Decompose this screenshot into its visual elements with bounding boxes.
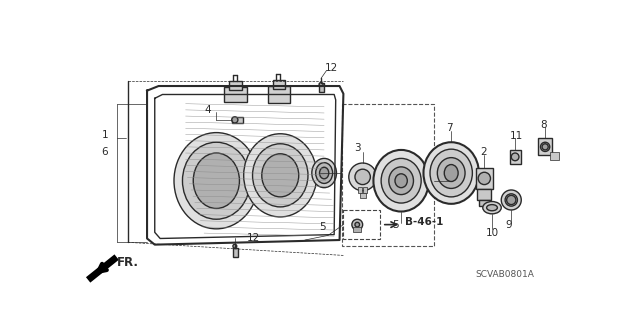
Text: 3: 3 [354,143,361,153]
Bar [353,227,361,232]
Bar [342,104,435,246]
Bar [476,168,493,189]
Ellipse shape [182,142,250,219]
Text: 1: 1 [102,130,108,139]
Text: 6: 6 [102,147,108,157]
Bar [232,117,243,123]
Circle shape [233,244,237,248]
Ellipse shape [312,159,337,188]
Ellipse shape [381,159,421,203]
Circle shape [352,219,363,230]
Text: 8: 8 [541,120,547,130]
Ellipse shape [253,144,308,207]
Bar [360,193,365,198]
Circle shape [511,153,519,161]
Ellipse shape [541,142,550,152]
Bar [273,80,285,89]
Circle shape [232,117,238,123]
Text: 12: 12 [247,234,260,243]
Text: 2: 2 [481,147,487,157]
Bar [319,83,324,92]
Bar [344,210,380,239]
Text: 10: 10 [486,228,499,238]
Ellipse shape [319,167,329,179]
Text: SCVAB0801A: SCVAB0801A [476,270,534,278]
Text: B-46-1: B-46-1 [405,217,444,226]
Ellipse shape [389,167,413,195]
Bar [230,81,242,90]
Text: FR.: FR. [117,256,139,269]
Text: 7: 7 [446,122,452,133]
Ellipse shape [437,158,465,189]
Ellipse shape [505,194,517,206]
Ellipse shape [262,154,299,197]
Circle shape [355,169,371,185]
Ellipse shape [244,134,317,217]
Ellipse shape [501,190,521,210]
Text: 4: 4 [205,105,211,115]
Ellipse shape [486,204,497,211]
Bar [509,150,520,164]
Text: 11: 11 [509,131,523,141]
Circle shape [478,172,490,185]
Bar [358,187,362,193]
Bar [224,87,247,102]
Circle shape [349,163,376,191]
Ellipse shape [424,142,479,204]
Ellipse shape [430,149,472,197]
Ellipse shape [373,150,429,211]
Bar [538,138,552,155]
Text: 9: 9 [505,220,512,230]
Ellipse shape [174,133,259,229]
Bar [268,86,289,103]
Circle shape [355,222,360,227]
Ellipse shape [395,174,407,188]
Ellipse shape [193,153,239,208]
Ellipse shape [483,202,501,214]
Text: 5: 5 [393,220,399,230]
Bar [364,187,367,193]
Ellipse shape [316,163,333,183]
Text: 5: 5 [319,222,325,232]
Bar [550,152,559,160]
Circle shape [319,83,323,86]
Circle shape [507,195,516,204]
Ellipse shape [444,165,458,182]
Bar [477,189,492,200]
Text: 12: 12 [325,63,338,72]
Bar [232,248,238,257]
Bar [479,200,490,206]
Circle shape [542,144,548,150]
